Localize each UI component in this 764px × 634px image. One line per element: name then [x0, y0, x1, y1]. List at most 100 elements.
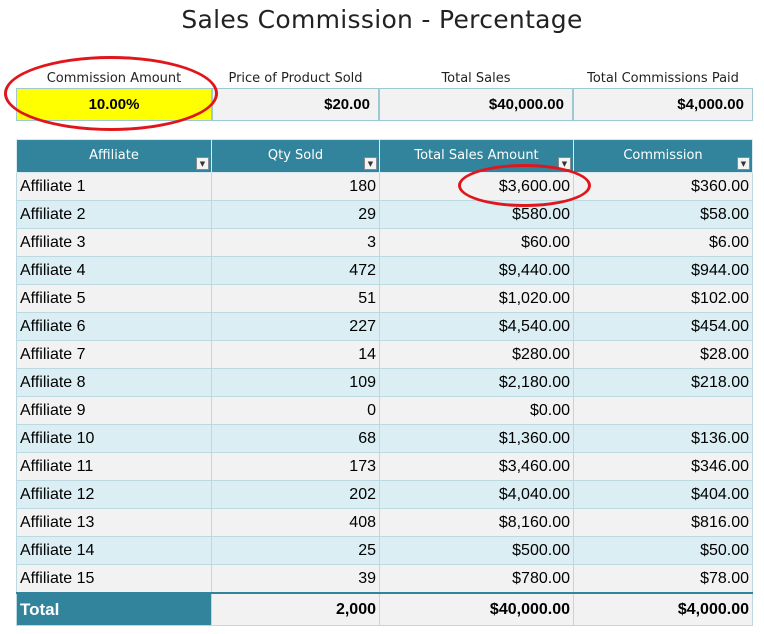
affiliate-cell[interactable]: Affiliate 3 — [16, 228, 212, 257]
commission-cell[interactable]: $58.00 — [573, 200, 753, 229]
qty-sold-cell[interactable]: 3 — [211, 228, 380, 257]
affiliate-cell[interactable]: Affiliate 11 — [16, 452, 212, 481]
qty-sold-cell[interactable]: 109 — [211, 368, 380, 397]
qty-sold-cell[interactable]: 51 — [211, 284, 380, 313]
total-commissions-cell[interactable]: $4,000.00 — [573, 88, 753, 121]
total-sales-amount-cell[interactable]: $4,040.00 — [379, 480, 574, 509]
total-sales-amount-cell[interactable]: $1,360.00 — [379, 424, 574, 453]
total-sales-amount-cell[interactable]: $580.00 — [379, 200, 574, 229]
total-sales-amount-cell[interactable]: $0.00 — [379, 396, 574, 425]
qty-sold-cell[interactable]: 14 — [211, 340, 380, 369]
dropdown-arrow-icon: ▼ — [199, 160, 206, 168]
total-sales-cell[interactable]: $40,000.00 — [379, 88, 573, 121]
affiliate-cell[interactable]: Affiliate 14 — [16, 536, 212, 565]
qty-sold-column-header: Qty Sold ▼ — [211, 139, 380, 173]
affiliate-filter-button[interactable]: ▼ — [196, 157, 209, 170]
table-row: Affiliate 8 109 $2,180.00 $218.00 — [16, 368, 753, 397]
total-sales-amount-cell[interactable]: $780.00 — [379, 564, 574, 594]
commission-cell[interactable]: $218.00 — [573, 368, 753, 397]
affiliate-cell[interactable]: Affiliate 4 — [16, 256, 212, 285]
qty-sold-cell[interactable]: 68 — [211, 424, 380, 453]
qty-sold-cell[interactable]: 472 — [211, 256, 380, 285]
commission-cell[interactable] — [573, 396, 753, 425]
total-sales-amount-cell[interactable]: $3,600.00 — [379, 172, 574, 201]
commission-cell[interactable]: $404.00 — [573, 480, 753, 509]
affiliate-cell[interactable]: Affiliate 5 — [16, 284, 212, 313]
qty-sold-cell[interactable]: 39 — [211, 564, 380, 594]
total-sales-amount-column-header: Total Sales Amount ▼ — [379, 139, 574, 173]
affiliate-cell[interactable]: Affiliate 8 — [16, 368, 212, 397]
total-sales-amount-cell[interactable]: $8,160.00 — [379, 508, 574, 537]
affiliate-cell[interactable]: Affiliate 2 — [16, 200, 212, 229]
commission-cell[interactable]: $6.00 — [573, 228, 753, 257]
table-header-row: Affiliate ▼ Qty Sold ▼ Total Sales Amount ▼… — [16, 139, 753, 173]
affiliate-cell[interactable]: Affiliate 10 — [16, 424, 212, 453]
table-row: Affiliate 13 408 $8,160.00 $816.00 — [16, 508, 753, 537]
commission-cell[interactable]: $28.00 — [573, 340, 753, 369]
qty-sold-cell[interactable]: 173 — [211, 452, 380, 481]
total-label-cell[interactable]: Total — [16, 592, 212, 626]
table-row: Affiliate 11 173 $3,460.00 $346.00 — [16, 452, 753, 481]
total-sales-amount-cell[interactable]: $500.00 — [379, 536, 574, 565]
total-sales-label: Total Sales — [441, 71, 511, 86]
qty-sold-cell[interactable]: 0 — [211, 396, 380, 425]
table-row: Affiliate 6 227 $4,540.00 $454.00 — [16, 312, 753, 341]
table-row: Affiliate 4 472 $9,440.00 $944.00 — [16, 256, 753, 285]
table-row: Affiliate 12 202 $4,040.00 $404.00 — [16, 480, 753, 509]
affiliate-cell[interactable]: Affiliate 9 — [16, 396, 212, 425]
commission-cell[interactable]: $944.00 — [573, 256, 753, 285]
table-row: Affiliate 9 0 $0.00 — [16, 396, 753, 425]
total-sales-amount-cell[interactable]: $2,180.00 — [379, 368, 574, 397]
table-row: Affiliate 2 29 $580.00 $58.00 — [16, 200, 753, 229]
total-commissions-label: Total Commissions Paid — [587, 71, 739, 86]
total-sales-amount-cell[interactable]: $280.00 — [379, 340, 574, 369]
affiliate-cell[interactable]: Affiliate 13 — [16, 508, 212, 537]
commission-cell[interactable]: $454.00 — [573, 312, 753, 341]
total-commission-cell[interactable]: $4,000.00 — [573, 592, 753, 626]
table-row: Affiliate 7 14 $280.00 $28.00 — [16, 340, 753, 369]
affiliate-cell[interactable]: Affiliate 7 — [16, 340, 212, 369]
table-row: Affiliate 3 3 $60.00 $6.00 — [16, 228, 753, 257]
affiliate-cell[interactable]: Affiliate 15 — [16, 564, 212, 594]
affiliate-column-header: Affiliate ▼ — [16, 139, 212, 173]
total-sales-amount-cell[interactable]: $4,540.00 — [379, 312, 574, 341]
affiliate-cell[interactable]: Affiliate 12 — [16, 480, 212, 509]
total-sales-amount-cell[interactable]: $60.00 — [379, 228, 574, 257]
qty-sold-cell[interactable]: 25 — [211, 536, 380, 565]
commission-filter-button[interactable]: ▼ — [737, 157, 750, 170]
total-sales-amount-cell[interactable]: $9,440.00 — [379, 256, 574, 285]
affiliate-table: Affiliate ▼ Qty Sold ▼ Total Sales Amount ▼… — [16, 139, 753, 626]
table-row: Affiliate 1 180 $3,600.00 $360.00 — [16, 172, 753, 201]
commission-cell[interactable]: $50.00 — [573, 536, 753, 565]
total-sales-amount-filter-button[interactable]: ▼ — [558, 157, 571, 170]
commission-amount-label: Commission Amount — [46, 71, 182, 86]
affiliate-cell[interactable]: Affiliate 1 — [16, 172, 212, 201]
affiliate-cell[interactable]: Affiliate 6 — [16, 312, 212, 341]
total-row: Total 2,000 $40,000.00 $4,000.00 — [16, 592, 753, 626]
qty-sold-cell[interactable]: 29 — [211, 200, 380, 229]
total-qty-cell[interactable]: 2,000 — [211, 592, 380, 626]
commission-amount-cell[interactable]: 10.00% — [16, 88, 212, 121]
total-sales-amount-cell[interactable]: $1,020.00 — [379, 284, 574, 313]
total-sales-amount-total-cell[interactable]: $40,000.00 — [379, 592, 574, 626]
table-row: Affiliate 15 39 $780.00 $78.00 — [16, 564, 753, 594]
qty-sold-cell[interactable]: 227 — [211, 312, 380, 341]
commission-cell[interactable]: $360.00 — [573, 172, 753, 201]
table-row: Affiliate 10 68 $1,360.00 $136.00 — [16, 424, 753, 453]
qty-sold-cell[interactable]: 180 — [211, 172, 380, 201]
qty-sold-filter-button[interactable]: ▼ — [364, 157, 377, 170]
qty-sold-cell[interactable]: 202 — [211, 480, 380, 509]
commission-cell[interactable]: $78.00 — [573, 564, 753, 594]
commission-cell[interactable]: $816.00 — [573, 508, 753, 537]
product-price-label: Price of Product Sold — [228, 71, 363, 86]
commission-cell[interactable]: $102.00 — [573, 284, 753, 313]
total-sales-amount-cell[interactable]: $3,460.00 — [379, 452, 574, 481]
dropdown-arrow-icon: ▼ — [740, 160, 747, 168]
commission-cell[interactable]: $346.00 — [573, 452, 753, 481]
qty-sold-cell[interactable]: 408 — [211, 508, 380, 537]
dropdown-arrow-icon: ▼ — [367, 160, 374, 168]
commission-cell[interactable]: $136.00 — [573, 424, 753, 453]
table-row: Affiliate 14 25 $500.00 $50.00 — [16, 536, 753, 565]
commission-column-header: Commission ▼ — [573, 139, 753, 173]
product-price-cell[interactable]: $20.00 — [212, 88, 379, 121]
